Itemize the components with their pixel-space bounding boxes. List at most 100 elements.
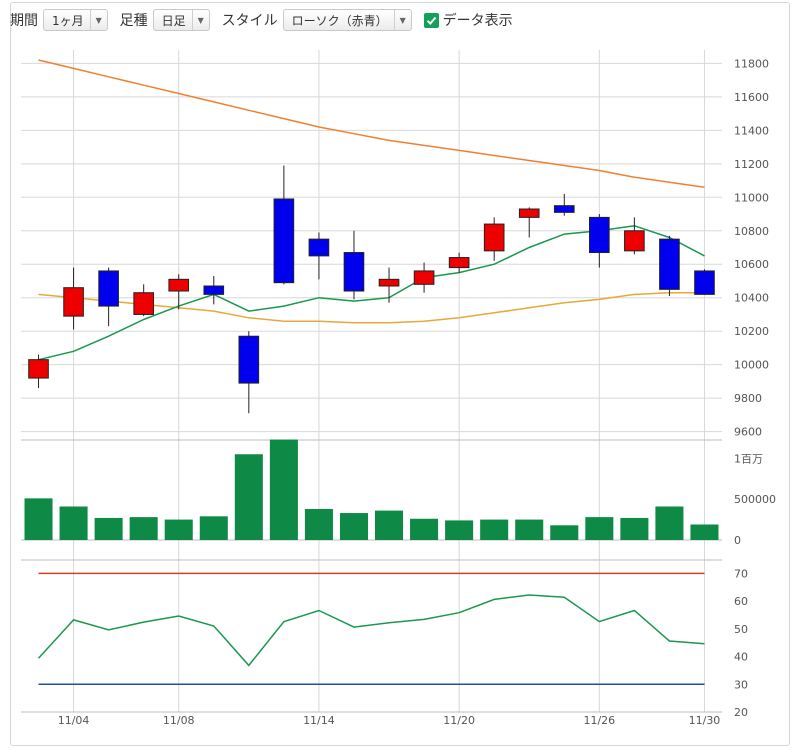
- candle-body: [98, 270, 119, 307]
- candle-type-select[interactable]: 日足 ▼: [152, 9, 210, 31]
- candlestick: [553, 193, 575, 216]
- candlestick: [448, 252, 470, 273]
- oscillator-axis-tick-label: 70: [734, 567, 748, 580]
- chevron-down-icon: ▼: [89, 10, 107, 30]
- style-select-value: ローソク（赤青）: [291, 13, 388, 28]
- volume-bar: [690, 524, 719, 540]
- volume-axis-tick-label: 0: [734, 534, 741, 547]
- candle-body: [238, 335, 260, 384]
- candle-body: [273, 198, 295, 284]
- candlestick: [378, 267, 400, 303]
- price-axis-tick-label: 9600: [734, 426, 762, 439]
- price-axis-tick-label: 10200: [734, 325, 769, 338]
- chevron-down-icon: ▼: [393, 10, 411, 30]
- candlestick: [659, 235, 680, 297]
- x-axis-tick-label: 11/20: [443, 714, 475, 727]
- candlestick: [624, 217, 645, 255]
- candle-type-label: 足種: [119, 13, 148, 29]
- candlestick: [28, 354, 49, 389]
- volume-bar: [515, 519, 544, 540]
- volume-bar: [339, 513, 368, 540]
- candle-body: [589, 216, 610, 254]
- candlestick: [133, 284, 154, 317]
- candlestick: [168, 274, 190, 310]
- oscillator-axis-tick-label: 30: [734, 678, 748, 691]
- volume-bar: [269, 439, 298, 540]
- oscillator-axis-tick-label: 50: [734, 623, 748, 636]
- candle-body: [378, 278, 400, 287]
- candle-body: [203, 285, 225, 295]
- candle-body: [518, 208, 540, 218]
- oscillator-axis-tick-label: 20: [734, 706, 748, 719]
- volume-bar: [24, 498, 53, 540]
- x-axis-tick-label: 11/14: [303, 714, 335, 727]
- volume-bar: [129, 517, 158, 540]
- oscillator-axis-tick-label: 40: [734, 651, 748, 664]
- candlestick: [589, 214, 610, 268]
- candle-body: [553, 205, 575, 213]
- price-axis-tick-label: 11400: [734, 124, 769, 137]
- volume-bar: [164, 519, 193, 540]
- volume-bar: [480, 519, 509, 540]
- candlestick: [238, 331, 260, 414]
- candlestick: [273, 165, 295, 285]
- x-axis-tick-label: 11/04: [58, 714, 90, 727]
- price-axis-tick-label: 10400: [734, 292, 769, 305]
- candle-body: [133, 292, 154, 315]
- candlestick: [203, 275, 225, 305]
- style-select[interactable]: ローソク（赤青） ▼: [282, 9, 412, 31]
- volume-axis-tick-label: 500000: [734, 493, 776, 506]
- candlestick: [518, 207, 540, 238]
- price-axis-tick-label: 10800: [734, 225, 769, 238]
- volume-bar: [304, 508, 333, 540]
- style-label: スタイル: [221, 13, 278, 29]
- candlestick: [483, 217, 505, 261]
- volume-bar: [94, 517, 123, 540]
- price-axis-tick-label: 9800: [734, 392, 762, 405]
- candlestick: [413, 262, 435, 293]
- candle-body: [483, 223, 505, 252]
- volume-bar: [59, 506, 88, 540]
- chevron-down-icon: ▼: [191, 10, 209, 30]
- candle-body: [448, 257, 470, 269]
- moving-average-long-line: [38, 59, 705, 189]
- period-select[interactable]: 1ヶ月 ▼: [43, 9, 108, 31]
- price-axis-tick-label: 10600: [734, 258, 769, 271]
- volume-bar: [445, 520, 474, 540]
- candle-body: [413, 270, 435, 285]
- volume-bar: [375, 510, 404, 540]
- volume-bar: [410, 518, 439, 540]
- price-axis-tick-label: 11800: [734, 57, 769, 70]
- volume-bar: [655, 506, 684, 540]
- data-display-checkbox[interactable]: データ表示: [423, 10, 513, 30]
- candle-body: [659, 238, 680, 290]
- candle-body: [624, 230, 645, 252]
- chart-toolbar: 期間 1ヶ月 ▼ 足種 日足 ▼ スタイル ローソク（赤青） ▼ データ表示: [10, 4, 513, 36]
- period-label: 期間: [10, 13, 38, 29]
- candlestick: [98, 267, 119, 327]
- data-display-label: データ表示: [442, 13, 513, 29]
- volume-bar: [550, 525, 579, 540]
- oscillator-line: [37, 594, 705, 667]
- volume-bar: [199, 516, 228, 540]
- oscillator-axis-tick-label: 60: [734, 595, 748, 608]
- candlestick: [63, 267, 84, 330]
- candlestick: [308, 232, 330, 280]
- candlestick: [694, 269, 715, 295]
- price-axis-tick-label: 11000: [734, 191, 769, 204]
- candle-body: [308, 238, 330, 257]
- candle-body: [28, 359, 49, 379]
- x-axis-tick-label: 11/30: [689, 714, 721, 727]
- candle-body: [343, 252, 365, 292]
- price-axis-tick-label: 11200: [734, 158, 769, 171]
- price-axis-tick-label: 10000: [734, 359, 769, 372]
- candle-body: [694, 270, 715, 295]
- x-axis-tick-label: 11/26: [583, 714, 615, 727]
- volume-bar: [620, 517, 649, 540]
- candle-body: [168, 278, 190, 292]
- candle-type-select-value: 日足: [161, 13, 186, 28]
- volume-bar: [234, 454, 263, 540]
- checkmark-icon: [423, 12, 439, 28]
- x-axis-tick-label: 11/08: [163, 714, 195, 727]
